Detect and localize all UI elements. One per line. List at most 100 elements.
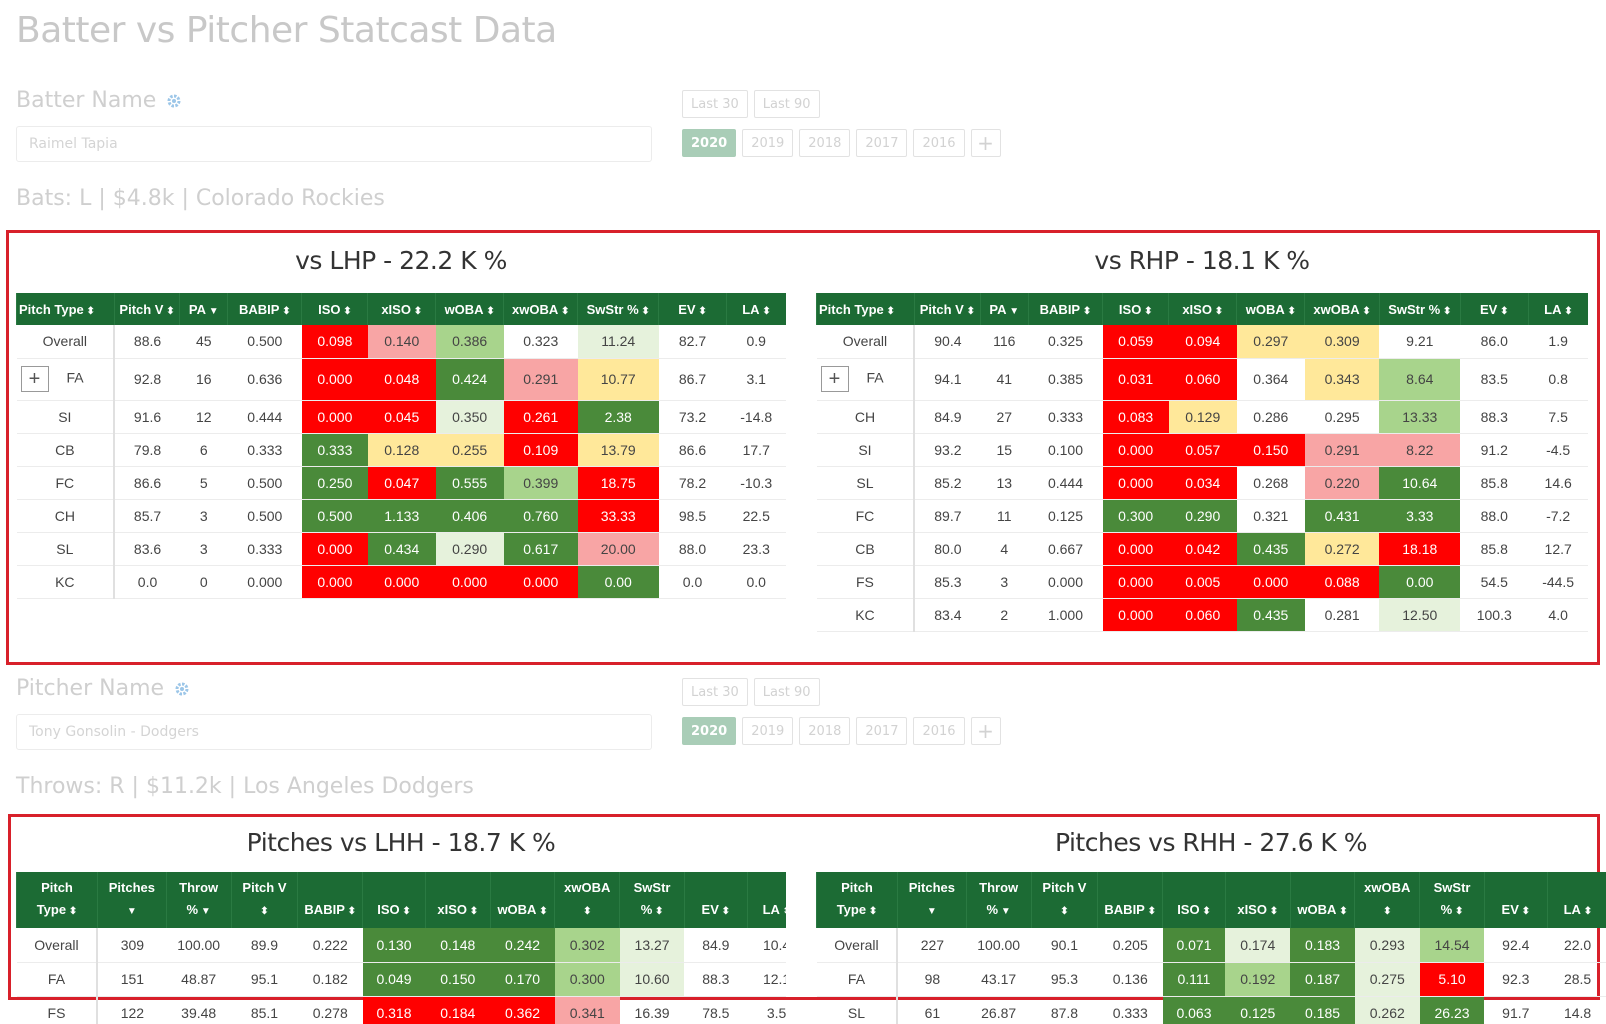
column-header-woba[interactable]: wOBA ⬍: [435, 293, 504, 325]
sort-desc-icon[interactable]: ▼: [126, 906, 137, 917]
column-header-swstr[interactable]: SwStr% ⬍: [1419, 872, 1485, 928]
column-header-xwoba[interactable]: xwOBA ⬍: [503, 293, 578, 325]
sort-icon[interactable]: ⬍: [718, 906, 731, 917]
sort-icon[interactable]: ⬍: [1284, 305, 1296, 317]
column-header-pitch-type[interactable]: Pitch Type ⬍: [16, 293, 115, 325]
column-header-la[interactable]: LA ⬍: [1546, 872, 1606, 928]
column-header-woba[interactable]: wOBA ⬍: [1236, 293, 1305, 325]
sort-icon[interactable]: ⬍: [1497, 305, 1509, 317]
column-header-iso[interactable]: ISO ⬍: [1102, 293, 1169, 325]
column-header-pitch-type[interactable]: Pitch Type ⬍: [816, 293, 915, 325]
sort-icon[interactable]: ⬍: [1060, 906, 1069, 917]
column-header-pitch-v[interactable]: Pitch V ⬍: [913, 293, 981, 325]
sort-icon[interactable]: ⬍: [466, 906, 479, 917]
column-header-ev[interactable]: EV ⬍: [1459, 293, 1529, 325]
column-header-swstr[interactable]: SwStr % ⬍: [577, 293, 659, 325]
column-header-pitch-v[interactable]: Pitch V ⬍: [230, 872, 298, 928]
sort-icon[interactable]: ⬍: [866, 906, 878, 917]
sort-icon[interactable]: ⬍: [558, 305, 570, 317]
column-header-iso[interactable]: ISO ⬍: [301, 293, 368, 325]
column-header-babip[interactable]: BABIP ⬍: [1027, 293, 1103, 325]
sort-icon[interactable]: ⬍: [1452, 906, 1464, 917]
year-2016-button[interactable]: 2016: [913, 129, 965, 157]
column-header-pitches[interactable]: Pitches ▼: [896, 872, 967, 928]
sort-icon[interactable]: ⬍: [1440, 305, 1452, 317]
sort-desc-icon[interactable]: ▼: [998, 906, 1011, 917]
sort-icon[interactable]: ⬍: [695, 305, 707, 317]
sort-icon[interactable]: ⬍: [1359, 305, 1371, 317]
column-header-pa[interactable]: PA ▼: [179, 293, 228, 325]
sort-icon[interactable]: ⬍: [483, 305, 495, 317]
sort-icon[interactable]: ⬍: [399, 906, 411, 917]
last-90-button[interactable]: Last 90: [753, 678, 820, 706]
year-2018-button[interactable]: 2018: [799, 717, 851, 745]
last-30-button[interactable]: Last 30: [682, 90, 748, 118]
last-30-button[interactable]: Last 30: [682, 678, 748, 706]
sort-icon[interactable]: ⬍: [260, 906, 269, 917]
column-header-la[interactable]: LA ⬍: [725, 293, 786, 325]
gear-icon[interactable]: [174, 681, 190, 697]
sort-icon[interactable]: ⬍: [652, 906, 664, 917]
year-2020-button[interactable]: 2020: [682, 129, 737, 157]
sort-icon[interactable]: ⬍: [583, 906, 592, 917]
sort-icon[interactable]: ⬍: [638, 305, 650, 317]
column-header-babip[interactable]: BABIP ⬍: [227, 293, 302, 325]
column-header-xiso[interactable]: xISO ⬍: [367, 293, 436, 325]
year-2020-button[interactable]: 2020: [682, 717, 737, 745]
sort-icon[interactable]: ⬍: [1199, 906, 1211, 917]
year-2017-button[interactable]: 2017: [856, 129, 908, 157]
column-header-pitch-type[interactable]: Pitch Type ⬍: [16, 872, 98, 928]
column-header-xwoba[interactable]: xwOBA ⬍: [1354, 872, 1420, 928]
sort-icon[interactable]: ⬍: [66, 906, 78, 917]
column-header-iso[interactable]: ISO ⬍: [362, 872, 426, 928]
add-year-button[interactable]: +: [970, 717, 1001, 745]
sort-icon[interactable]: ⬍: [1580, 906, 1593, 917]
sort-icon[interactable]: ⬍: [1211, 305, 1224, 317]
column-header-woba[interactable]: wOBA ⬍: [1289, 872, 1355, 928]
column-header-ev[interactable]: EV ⬍: [658, 293, 727, 325]
sort-icon[interactable]: ⬍: [1518, 906, 1531, 917]
column-header-pitches[interactable]: Pitches ▼: [96, 872, 167, 928]
column-header-throw[interactable]: Throw% ▼: [965, 872, 1032, 928]
sort-icon[interactable]: ⬍: [279, 305, 291, 317]
sort-icon[interactable]: ⬍: [1266, 906, 1279, 917]
column-header-la[interactable]: LA ⬍: [1527, 293, 1588, 325]
year-2018-button[interactable]: 2018: [799, 129, 851, 157]
column-header-pitch-type[interactable]: Pitch Type ⬍: [816, 872, 898, 928]
year-2019-button[interactable]: 2019: [742, 717, 794, 745]
sort-icon[interactable]: ⬍: [1383, 906, 1392, 917]
column-header-throw[interactable]: Throw% ▼: [165, 872, 232, 928]
column-header-xwoba[interactable]: xwOBA ⬍: [554, 872, 620, 928]
sort-icon[interactable]: ⬍: [83, 305, 95, 317]
sort-desc-icon[interactable]: ▼: [926, 906, 937, 917]
sort-icon[interactable]: ⬍: [340, 305, 352, 317]
column-header-iso[interactable]: ISO ⬍: [1162, 872, 1226, 928]
column-header-xiso[interactable]: xISO ⬍: [1168, 293, 1237, 325]
sort-icon[interactable]: ⬍: [163, 305, 175, 317]
sort-desc-icon[interactable]: ▼: [206, 305, 219, 317]
expand-plus-icon[interactable]: +: [20, 366, 49, 392]
column-header-woba[interactable]: wOBA ⬍: [489, 872, 555, 928]
last-90-button[interactable]: Last 90: [753, 90, 820, 118]
column-header-xiso[interactable]: xISO ⬍: [424, 872, 491, 928]
column-header-swstr[interactable]: SwStr% ⬍: [619, 872, 685, 928]
sort-icon[interactable]: ⬍: [780, 906, 786, 917]
column-header-babip[interactable]: BABIP ⬍: [1097, 872, 1163, 928]
column-header-pitch-v[interactable]: Pitch V ⬍: [113, 293, 180, 325]
column-header-swstr[interactable]: SwStr % ⬍: [1378, 293, 1461, 325]
sort-desc-icon[interactable]: ▼: [198, 906, 211, 917]
year-2017-button[interactable]: 2017: [856, 717, 908, 745]
sort-icon[interactable]: ⬍: [1080, 305, 1092, 317]
sort-icon[interactable]: ⬍: [344, 906, 357, 917]
batter-search-input[interactable]: Raimel Tapia: [16, 126, 652, 162]
sort-icon[interactable]: ⬍: [1336, 906, 1348, 917]
sort-icon[interactable]: ⬍: [1141, 305, 1153, 317]
year-2019-button[interactable]: 2019: [742, 129, 794, 157]
column-header-xwoba[interactable]: xwOBA ⬍: [1304, 293, 1380, 325]
sort-icon[interactable]: ⬍: [1561, 305, 1573, 317]
sort-icon[interactable]: ⬍: [963, 305, 975, 317]
sort-icon[interactable]: ⬍: [410, 305, 423, 317]
gear-icon[interactable]: [166, 93, 182, 109]
column-header-xiso[interactable]: xISO ⬍: [1224, 872, 1291, 928]
sort-icon[interactable]: ⬍: [1144, 906, 1157, 917]
